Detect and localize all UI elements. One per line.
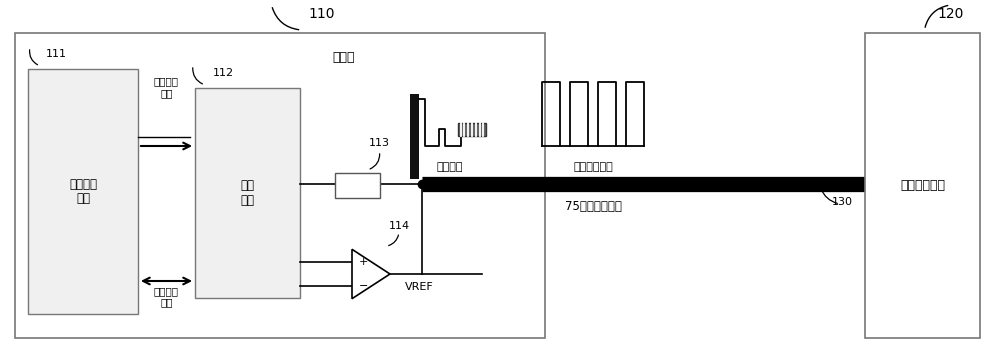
Text: 110: 110 [308, 7, 335, 21]
Text: +: + [359, 257, 368, 267]
Text: 113: 113 [369, 138, 390, 148]
Text: 112: 112 [213, 68, 234, 78]
Text: VREF: VREF [405, 282, 434, 292]
Polygon shape [352, 249, 390, 299]
Text: 75欧姆同轴线缆: 75欧姆同轴线缆 [565, 200, 622, 213]
Text: 130: 130 [832, 197, 853, 207]
Text: 视频处理
模块: 视频处理 模块 [69, 178, 97, 205]
FancyBboxPatch shape [458, 122, 486, 136]
Text: 120: 120 [937, 7, 964, 21]
FancyBboxPatch shape [410, 94, 419, 179]
Text: 接口
模块: 接口 模块 [240, 179, 254, 207]
Text: 摄像机: 摄像机 [332, 51, 355, 64]
FancyBboxPatch shape [865, 33, 980, 338]
FancyBboxPatch shape [15, 33, 545, 338]
FancyBboxPatch shape [28, 69, 138, 314]
Text: 视频数字
接口: 视频数字 接口 [154, 77, 179, 98]
Text: −: − [359, 281, 368, 291]
Text: 111: 111 [46, 49, 67, 59]
Text: 视频存储设备: 视频存储设备 [900, 179, 945, 192]
Text: 视频管理
接口: 视频管理 接口 [154, 286, 179, 308]
Text: 视频信号: 视频信号 [437, 162, 463, 172]
FancyBboxPatch shape [335, 173, 380, 198]
FancyBboxPatch shape [195, 88, 300, 298]
Text: 反向控制信号: 反向控制信号 [573, 162, 613, 172]
Text: 114: 114 [388, 221, 410, 231]
